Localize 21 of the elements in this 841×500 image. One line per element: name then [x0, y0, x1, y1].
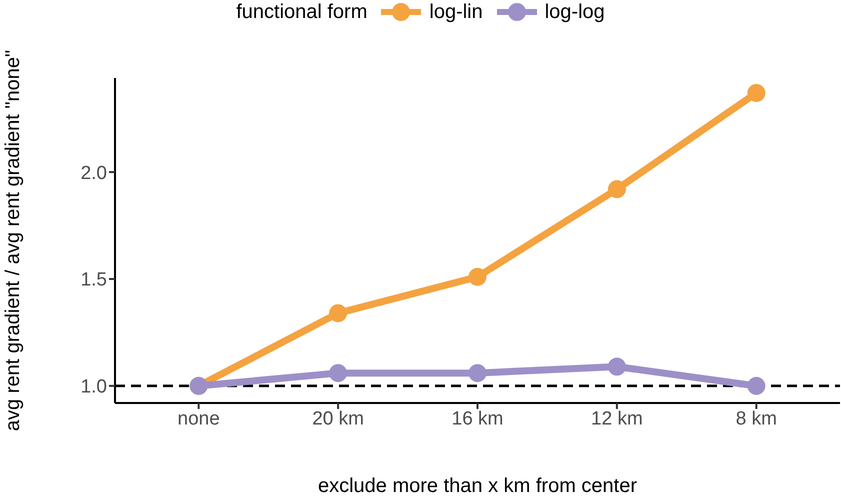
x-tick-label: 12 km — [591, 408, 643, 430]
y-axis-title: avg rent gradient / avg rent gradient "none" — [2, 50, 24, 432]
x-tick-label: none — [178, 408, 220, 430]
point — [747, 376, 766, 395]
point — [468, 268, 486, 286]
legend-label: log-lin — [429, 0, 483, 24]
x-tick-label: 16 km — [452, 408, 504, 430]
y-tick-label: 1.0 — [80, 376, 107, 398]
point — [329, 364, 348, 382]
x-tick-label: 20 km — [312, 408, 364, 430]
point — [747, 84, 766, 102]
point — [329, 304, 348, 322]
x-tick-label: 8 km — [736, 408, 777, 430]
legend-label: log-log — [544, 0, 605, 24]
legend-title: functional form — [236, 0, 368, 24]
x-axis-title: exclude more than x km from center — [318, 475, 638, 497]
point — [608, 358, 626, 376]
point — [468, 364, 486, 382]
point — [608, 180, 626, 198]
y-tick-label: 1.5 — [80, 270, 107, 291]
y-tick-label: 2.0 — [80, 162, 107, 184]
